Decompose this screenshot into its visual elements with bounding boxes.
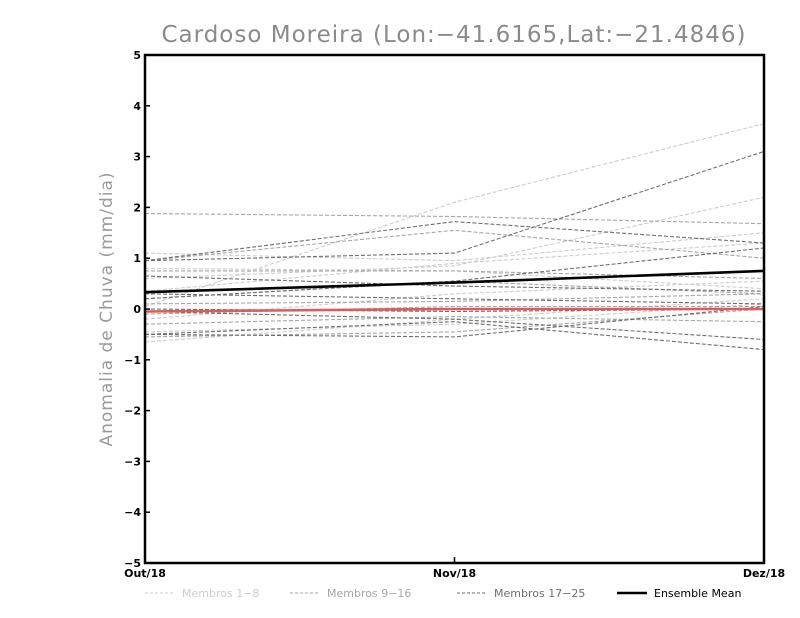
y-tick-label: −4 xyxy=(124,506,141,519)
member-line-g1-7 xyxy=(144,298,765,343)
y-tick-label: −1 xyxy=(124,354,141,367)
ensemble-mean-line xyxy=(144,269,765,294)
member-line-g2-10 xyxy=(145,270,765,280)
legend-label-mean: Ensemble Mean xyxy=(654,587,741,600)
member-line-g1-6 xyxy=(144,242,765,292)
member-line-g3-21 xyxy=(144,310,765,341)
x-tick-label: Out/18 xyxy=(124,567,166,580)
member-line-g3-18 xyxy=(144,247,765,300)
member-line-g2-14 xyxy=(144,308,765,338)
x-tick-label: Dez/18 xyxy=(743,567,785,580)
member-line-g3-16 xyxy=(144,150,765,262)
y-tick-label: 4 xyxy=(133,100,141,113)
member-line-g2-8 xyxy=(144,212,765,225)
member-line-g1-5 xyxy=(144,303,765,333)
member-line-g2-13 xyxy=(144,316,765,325)
chart-title: Cardoso Moreira (Lon:−41.6165,Lat:−21.48… xyxy=(161,22,746,48)
member-line-g3-19 xyxy=(144,275,765,292)
legend-label-g1: Membros 1−8 xyxy=(182,587,259,600)
legend-label-g3: Membros 17−25 xyxy=(494,587,585,600)
y-tick-label: 3 xyxy=(133,151,141,164)
y-tick-label: 2 xyxy=(133,201,141,214)
member-line-g3-22 xyxy=(144,321,765,351)
y-tick-label: −3 xyxy=(124,455,141,468)
y-tick-label: −2 xyxy=(124,405,141,418)
member-line-g2-9 xyxy=(144,229,765,262)
zero-reference-line xyxy=(144,307,764,313)
member-line-g3-20 xyxy=(144,293,765,305)
ticks-layer: −5 −4 −3 −2 −1 0 1 2 3 4 5 Out/18 Nov/18 Dez/18 xyxy=(124,49,785,580)
legend-label-g2: Membros 9−16 xyxy=(327,587,411,600)
y-tick-label: 1 xyxy=(133,252,141,265)
member-line-g3-23 xyxy=(144,305,765,338)
member-line-g3-17 xyxy=(144,221,765,262)
y-tick-label: 5 xyxy=(133,49,141,62)
y-axis-label: Anomalia de Chuva (mm/dia) xyxy=(97,171,117,446)
series-layer xyxy=(144,123,765,351)
member-line-g1-2 xyxy=(144,232,765,262)
y-tick-label: −5 xyxy=(124,557,141,570)
x-tick-label: Nov/18 xyxy=(433,567,476,580)
member-line-g2-15 xyxy=(144,293,765,305)
y-tick-label: 0 xyxy=(133,303,141,316)
member-line-g1-0 xyxy=(144,123,765,308)
member-line-g1-1 xyxy=(144,196,765,280)
legend: Membros 1−8 Membros 9−16 Membros 17−25 Ense… xyxy=(145,587,741,600)
